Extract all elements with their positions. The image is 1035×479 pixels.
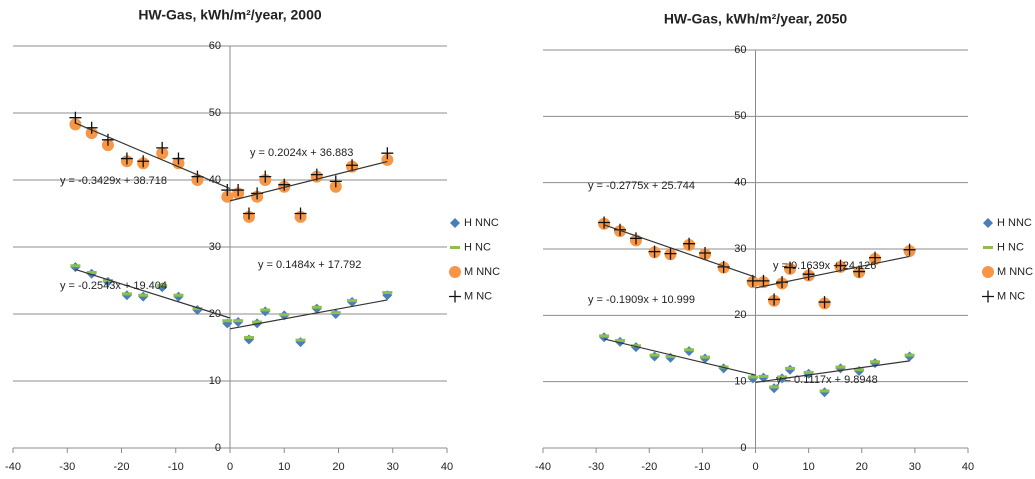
chart-title: HW-Gas, kWh/m²/year, 2000: [138, 7, 322, 23]
x-tick-label: -30: [588, 461, 604, 473]
trendline-equation: y = 0.2024x + 36.883: [250, 147, 353, 159]
legend-marker: [982, 290, 994, 303]
data-point: [221, 190, 234, 203]
legend-marker: [449, 266, 461, 278]
data-point: [346, 159, 359, 172]
data-point: [664, 247, 677, 260]
data-point: [629, 232, 642, 245]
data-point: [717, 260, 730, 273]
chart-title: HW-Gas, kWh/m²/year, 2050: [664, 11, 848, 27]
y-tick-label: 50: [209, 107, 221, 119]
trendline: [603, 338, 756, 376]
x-tick-label: 20: [856, 461, 868, 473]
data-point: [853, 265, 866, 278]
data-point: [69, 118, 82, 131]
trendline-equation: y = -0.3429x + 38.718: [60, 175, 167, 187]
x-tick-label: 20: [332, 461, 344, 473]
trendline-equation: y = 0.1639x + 24.126: [773, 260, 876, 272]
data-point: [598, 216, 611, 229]
x-tick-label: 30: [909, 461, 921, 473]
y-tick-label: 60: [209, 40, 221, 52]
trendline: [75, 122, 231, 190]
data-point: [120, 152, 133, 165]
y-tick-label: 30: [734, 243, 746, 255]
y-tick-label: 50: [734, 110, 746, 122]
data-point: [903, 243, 916, 256]
trendline-equation: y = -0.2775x + 25.744: [588, 180, 695, 192]
x-tick-label: -40: [535, 461, 551, 473]
trendline-equation: y = 0.1484x + 17.792: [258, 259, 361, 271]
x-tick-label: 10: [803, 461, 815, 473]
x-tick-label: 30: [387, 461, 399, 473]
data-point: [69, 111, 82, 124]
x-tick-label: -30: [59, 461, 75, 473]
data-point: [329, 175, 342, 188]
data-point: [294, 207, 307, 220]
y-tick-label: 10: [209, 375, 221, 387]
x-tick-label: -20: [641, 461, 657, 473]
data-point: [242, 207, 255, 220]
data-point: [802, 268, 815, 281]
data-point: [768, 293, 781, 306]
data-point: [869, 251, 882, 264]
x-tick-label: -10: [168, 461, 184, 473]
data-point: [818, 296, 831, 309]
data-point: [683, 237, 696, 250]
y-tick-label: 20: [734, 309, 746, 321]
x-tick-label: -20: [114, 461, 130, 473]
x-tick-label: -40: [5, 461, 21, 473]
legend-label: M NC: [464, 290, 492, 302]
data-point: [648, 245, 661, 258]
trendline: [603, 224, 756, 278]
data-point: [381, 147, 394, 160]
legend-label: H NC: [464, 241, 491, 253]
data-point: [784, 261, 797, 274]
y-tick-label: 0: [215, 442, 221, 454]
data-point: [232, 184, 245, 197]
y-tick-label: 30: [209, 241, 221, 253]
data-point: [101, 133, 114, 146]
x-tick-label: 0: [227, 461, 233, 473]
y-tick-label: 20: [209, 308, 221, 320]
x-tick-label: 40: [441, 461, 453, 473]
y-tick-label: 60: [734, 44, 746, 56]
trendline: [75, 268, 231, 319]
trendline: [229, 160, 388, 202]
legend-label: M NNC: [997, 266, 1033, 278]
legend-label: M NC: [997, 290, 1025, 302]
legend-label: H NC: [997, 241, 1024, 253]
legend-marker: [449, 290, 461, 303]
y-tick-label: 0: [740, 442, 746, 454]
data-point: [137, 155, 150, 168]
x-tick-label: 40: [962, 461, 974, 473]
x-tick-label: 10: [278, 461, 290, 473]
legend-marker: [982, 266, 994, 278]
data-point: [757, 274, 770, 287]
data-point: [156, 141, 169, 154]
trendline: [229, 299, 388, 330]
legend-label: M NNC: [464, 266, 500, 278]
legend-marker: [450, 218, 460, 228]
trendline: [755, 360, 910, 383]
x-tick-label: -10: [694, 461, 710, 473]
trendline-equation: y = 0.1117x + 9.8948: [776, 374, 878, 386]
legend-label: H NNC: [997, 217, 1032, 229]
trendline: [755, 255, 910, 289]
data-point: [834, 259, 847, 272]
trendline-equation: y = -0.2543x + 19.404: [60, 280, 167, 292]
y-tick-label: 40: [734, 177, 746, 189]
x-tick-label: 0: [752, 461, 758, 473]
data-point: [172, 152, 185, 165]
data-point: [699, 246, 712, 259]
y-tick-label: 10: [734, 376, 746, 388]
data-point: [259, 170, 272, 183]
legend-marker: [983, 218, 993, 228]
data-point: [278, 178, 291, 191]
trendline-equation: y = -0.1909x + 10.999: [588, 294, 695, 306]
legend-label: H NNC: [464, 217, 499, 229]
data-point: [221, 184, 234, 197]
